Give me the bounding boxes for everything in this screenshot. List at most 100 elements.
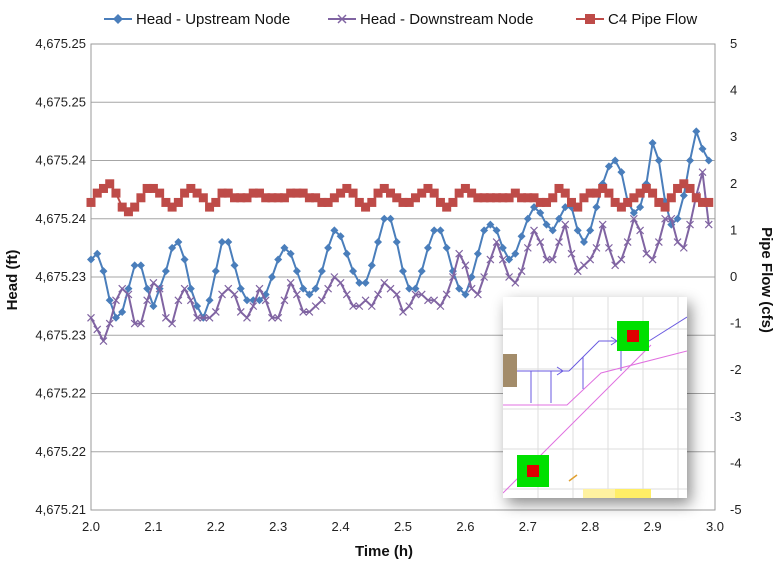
pipe-flow-point bbox=[348, 188, 358, 198]
pipe-flow-point bbox=[130, 202, 140, 212]
pipe-flow-point bbox=[704, 197, 714, 207]
legend-flow-label: C4 Pipe Flow bbox=[608, 11, 697, 28]
inset-brown-block bbox=[503, 354, 517, 387]
y2-tick-label: 5 bbox=[730, 36, 737, 51]
downstream-head-point bbox=[236, 308, 245, 316]
y2-tick-label: -2 bbox=[730, 362, 742, 377]
pipe-flow-point bbox=[604, 188, 614, 198]
pipe-flow-point bbox=[279, 193, 289, 203]
downstream-head-point bbox=[105, 319, 114, 328]
y-tick-label: 4,675.25 bbox=[35, 36, 86, 51]
upstream-head-point bbox=[386, 214, 395, 223]
downstream-head-point bbox=[679, 243, 688, 252]
pipe-flow-point bbox=[585, 188, 595, 198]
downstream-head-point bbox=[561, 220, 570, 229]
upstream-head-point bbox=[292, 267, 301, 276]
pipe-flow-point bbox=[111, 188, 121, 198]
upstream-head-point bbox=[374, 238, 383, 247]
downstream-head-point bbox=[286, 278, 295, 287]
upstream-head-point bbox=[218, 238, 227, 247]
y2-tick-label: 0 bbox=[730, 269, 737, 284]
downstream-head-point bbox=[311, 302, 320, 311]
downstream-head-point bbox=[292, 290, 301, 299]
pipe-flow-point bbox=[248, 188, 258, 198]
upstream-head-point bbox=[361, 278, 370, 287]
y2-tick-label: 4 bbox=[730, 83, 737, 98]
downstream-head-point bbox=[661, 214, 670, 223]
downstream-head-point bbox=[161, 313, 170, 322]
pipe-flow-point bbox=[479, 193, 489, 203]
pipe-flow-point bbox=[161, 197, 171, 207]
y2-tick-label: 3 bbox=[730, 129, 737, 144]
pipe-flow-point bbox=[211, 197, 221, 207]
pipe-flow-point bbox=[673, 183, 683, 193]
downstream-head-point bbox=[598, 220, 607, 229]
upstream-head-point bbox=[367, 261, 376, 270]
downstream-head-point bbox=[498, 255, 507, 264]
downstream-head-point bbox=[249, 302, 258, 311]
downstream-head-point bbox=[511, 278, 520, 287]
x-tick-label: 2.9 bbox=[644, 519, 662, 534]
upstream-head-point bbox=[349, 267, 358, 276]
pipe-flow-point bbox=[236, 193, 246, 203]
pipe-flow-point bbox=[679, 179, 689, 189]
downstream-head-point bbox=[611, 261, 620, 270]
pipe-flow-point bbox=[292, 188, 302, 198]
y2-tick-label: -1 bbox=[730, 316, 742, 331]
pipe-flow-point bbox=[205, 202, 215, 212]
upstream-head-point bbox=[93, 249, 102, 258]
pipe-flow-point bbox=[336, 188, 346, 198]
downstream-head-point bbox=[648, 255, 657, 264]
pipe-flow-point bbox=[198, 193, 208, 203]
downstream-head-point bbox=[218, 290, 226, 299]
pipe-flow-point bbox=[254, 188, 264, 198]
downstream-head-point bbox=[580, 261, 588, 270]
y2-tick-label: 1 bbox=[730, 222, 737, 237]
downstream-head-point bbox=[411, 290, 420, 299]
legend-flow-square bbox=[585, 14, 595, 24]
downstream-head-point bbox=[155, 284, 164, 293]
upstream-head-point bbox=[136, 261, 145, 270]
downstream-head-point bbox=[99, 337, 108, 345]
pipe-flow-point bbox=[423, 183, 433, 193]
upstream-head-point bbox=[111, 313, 120, 322]
pipe-flow-point bbox=[317, 197, 327, 207]
upstream-head-point bbox=[355, 278, 364, 287]
downstream-head-point bbox=[442, 290, 451, 299]
pipe-flow-point bbox=[173, 197, 183, 207]
upstream-head-point bbox=[274, 255, 283, 264]
pipe-flow-point bbox=[666, 193, 676, 203]
downstream-head-point bbox=[361, 296, 370, 305]
downstream-head-point bbox=[555, 238, 563, 246]
x-tick-label: 2.7 bbox=[519, 519, 537, 534]
pipe-flow-point bbox=[180, 188, 190, 198]
upstream-head-point bbox=[586, 226, 595, 235]
pipe-flow-point bbox=[123, 207, 133, 217]
pipe-flow-point bbox=[311, 193, 321, 203]
pipe-flow-point bbox=[398, 197, 408, 207]
downstream-head-point bbox=[455, 249, 464, 258]
network-inset-image bbox=[503, 297, 687, 498]
pipe-flow-point bbox=[510, 188, 520, 198]
upstream-head-point bbox=[405, 284, 414, 293]
upstream-head-point bbox=[224, 238, 233, 247]
pipe-flow-point bbox=[148, 183, 158, 193]
pipe-flow-point bbox=[473, 193, 483, 203]
y-tick-label: 4,675.24 bbox=[35, 211, 86, 226]
downstream-head-point bbox=[424, 296, 432, 305]
legend-downstream-x bbox=[337, 14, 347, 24]
upstream-head-point bbox=[205, 296, 214, 305]
upstream-head-point bbox=[692, 127, 701, 136]
pipe-flow-point bbox=[529, 193, 539, 203]
pipe-flow-point bbox=[698, 197, 708, 207]
pipe-flow-point bbox=[117, 202, 127, 212]
downstream-head-point bbox=[168, 319, 177, 328]
pipe-flow-point bbox=[329, 193, 339, 203]
downstream-head-point bbox=[636, 226, 645, 235]
upstream-head-point bbox=[592, 203, 601, 212]
pipe-flow-point bbox=[685, 183, 695, 193]
legend: Head - Upstream Node Head - Downstream N… bbox=[104, 11, 697, 28]
downstream-head-point bbox=[686, 220, 694, 229]
downstream-head-point bbox=[349, 302, 358, 311]
upstream-head-point bbox=[392, 238, 401, 247]
